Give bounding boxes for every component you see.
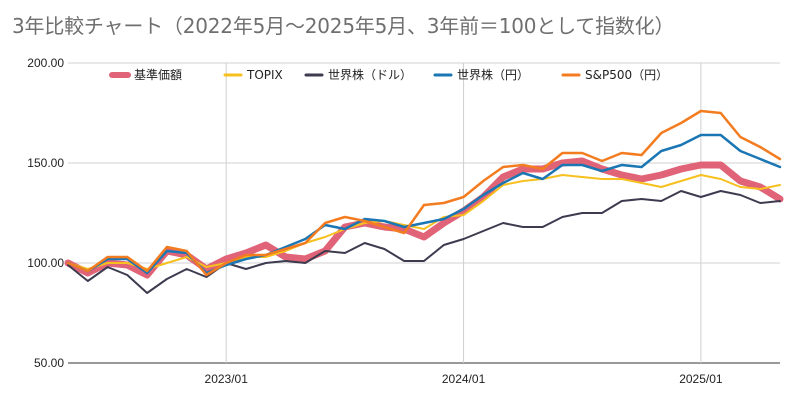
legend-item: S&P500（円） (561, 68, 668, 82)
y-tick-label: 200.00 (27, 56, 64, 70)
x-tick-label: 2025/01 (679, 372, 723, 386)
legend-item: 基準価額 (109, 67, 182, 82)
x-tick-label: 2024/01 (442, 372, 486, 386)
series-line-1 (64, 157, 784, 279)
legend: 基準価額 TOPIX 世界株（ドル） 世界株（円） S&P500（円） (109, 67, 668, 82)
chart-title: 3年比較チャート（2022年5月〜2025年5月、3年前＝100として指数化） (12, 14, 675, 38)
legend-label: 基準価額 (134, 67, 182, 82)
series-line-3 (67, 190, 781, 294)
legend-item: 世界株（ドル） (304, 67, 412, 82)
series-line-2 (67, 174, 781, 270)
series-line-4 (66, 133, 782, 275)
y-tick-label: 150.00 (27, 156, 64, 170)
legend-label: TOPIX (246, 68, 283, 82)
legend-label: S&P500（円） (585, 68, 668, 82)
x-tick-label: 2023/01 (205, 372, 249, 386)
series-line-5 (66, 109, 782, 277)
legend-label: 世界株（円） (457, 67, 529, 82)
y-tick-label: 50.00 (34, 356, 64, 370)
legend-label: 世界株（ドル） (328, 67, 412, 82)
y-tick-label: 100.00 (27, 256, 64, 270)
legend-item: 世界株（円） (433, 67, 529, 82)
legend-item: TOPIX (223, 68, 283, 82)
